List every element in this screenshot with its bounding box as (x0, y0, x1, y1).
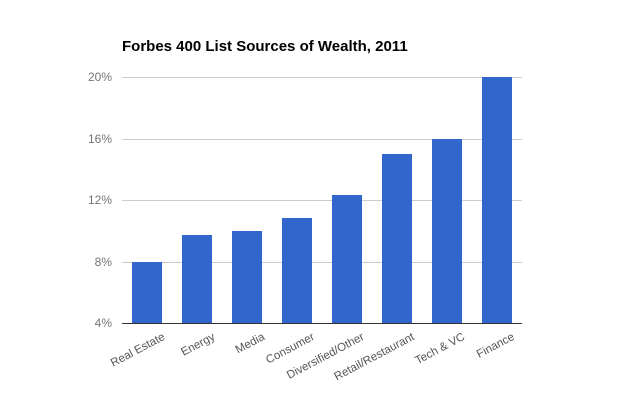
gridline (122, 200, 522, 201)
x-axis-baseline (122, 323, 522, 324)
gridline (122, 138, 522, 140)
plot-area (122, 77, 522, 324)
y-tick-label: 4% (94, 316, 112, 330)
bar-diversified-other (332, 195, 362, 323)
bar-energy (182, 235, 212, 323)
x-tick-label: Finance (474, 331, 517, 361)
bar-real-estate (132, 261, 162, 323)
x-tick-label: Media (233, 331, 267, 357)
y-tick-label: 8% (94, 254, 112, 269)
y-tick-label: 12% (87, 193, 112, 207)
bar-media (232, 230, 262, 323)
x-tick-label: Real Estate (108, 331, 167, 370)
y-tick-label: 16% (87, 131, 112, 146)
y-tick-label: 20% (87, 70, 112, 84)
gridline (122, 77, 522, 78)
x-tick-label: Energy (178, 331, 217, 359)
chart-title: Forbes 400 List Sources of Wealth, 2011 (122, 38, 408, 55)
bar-finance (482, 77, 512, 323)
bar-retail-restaurant (382, 153, 412, 323)
gridline (122, 261, 522, 263)
x-tick-label: Tech & VC (413, 331, 467, 368)
bar-consumer (282, 218, 312, 323)
bar-tech-vc (432, 138, 462, 323)
